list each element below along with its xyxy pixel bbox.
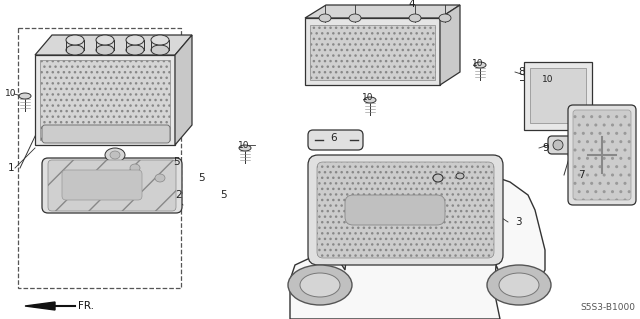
Ellipse shape [487, 265, 551, 305]
Bar [310, 25, 435, 80]
Text: 6: 6 [330, 133, 337, 143]
Ellipse shape [300, 273, 340, 297]
Ellipse shape [19, 93, 31, 99]
Ellipse shape [151, 45, 169, 55]
Polygon shape [400, 172, 490, 200]
FancyBboxPatch shape [62, 170, 142, 200]
Ellipse shape [433, 174, 443, 182]
Ellipse shape [456, 173, 464, 179]
Polygon shape [422, 196, 495, 225]
Bar [40, 60, 170, 140]
Text: 10: 10 [5, 90, 17, 99]
Ellipse shape [66, 45, 84, 55]
Ellipse shape [125, 161, 145, 175]
Ellipse shape [288, 265, 352, 305]
Polygon shape [305, 5, 460, 18]
FancyBboxPatch shape [42, 125, 170, 143]
Ellipse shape [439, 14, 451, 22]
Polygon shape [290, 172, 545, 319]
FancyBboxPatch shape [42, 158, 182, 213]
Text: 10: 10 [238, 140, 250, 150]
Polygon shape [305, 18, 440, 85]
FancyBboxPatch shape [568, 105, 636, 205]
Ellipse shape [150, 171, 170, 185]
FancyBboxPatch shape [308, 130, 363, 150]
Bar [530, 68, 586, 123]
Ellipse shape [349, 14, 361, 22]
Text: 1: 1 [8, 163, 15, 173]
Ellipse shape [110, 151, 120, 159]
FancyBboxPatch shape [345, 195, 445, 225]
FancyBboxPatch shape [317, 162, 494, 258]
Text: S5S3-B1000: S5S3-B1000 [580, 303, 635, 313]
Bar [524, 62, 592, 130]
Text: 5: 5 [220, 190, 227, 200]
Ellipse shape [239, 145, 251, 151]
FancyBboxPatch shape [548, 136, 583, 154]
Ellipse shape [96, 35, 114, 45]
Text: 3: 3 [515, 217, 522, 227]
Ellipse shape [553, 140, 563, 150]
Polygon shape [440, 5, 460, 85]
Text: 9: 9 [542, 143, 548, 153]
Text: 5: 5 [198, 173, 205, 183]
FancyBboxPatch shape [573, 110, 631, 200]
Ellipse shape [319, 14, 331, 22]
Text: 7: 7 [578, 170, 584, 180]
Polygon shape [35, 55, 175, 145]
Ellipse shape [155, 174, 165, 182]
Polygon shape [35, 35, 192, 55]
Ellipse shape [66, 35, 84, 45]
Bar [18, 28, 181, 288]
FancyBboxPatch shape [48, 160, 176, 211]
Text: 10: 10 [472, 58, 483, 68]
Text: 4: 4 [409, 0, 415, 9]
Text: 10: 10 [542, 76, 554, 85]
Polygon shape [370, 196, 420, 225]
Ellipse shape [130, 164, 140, 172]
Text: FR.: FR. [78, 301, 94, 311]
Ellipse shape [499, 273, 539, 297]
Ellipse shape [105, 148, 125, 162]
Ellipse shape [409, 14, 421, 22]
Polygon shape [25, 302, 55, 310]
Ellipse shape [96, 45, 114, 55]
Polygon shape [175, 35, 192, 145]
Ellipse shape [364, 97, 376, 103]
Text: 8: 8 [518, 67, 525, 77]
Text: 2: 2 [175, 190, 182, 200]
Text: 10: 10 [362, 93, 374, 102]
Ellipse shape [126, 45, 144, 55]
Ellipse shape [126, 35, 144, 45]
FancyBboxPatch shape [308, 155, 503, 265]
Text: 5: 5 [173, 157, 180, 167]
Ellipse shape [474, 62, 486, 68]
Ellipse shape [151, 35, 169, 45]
